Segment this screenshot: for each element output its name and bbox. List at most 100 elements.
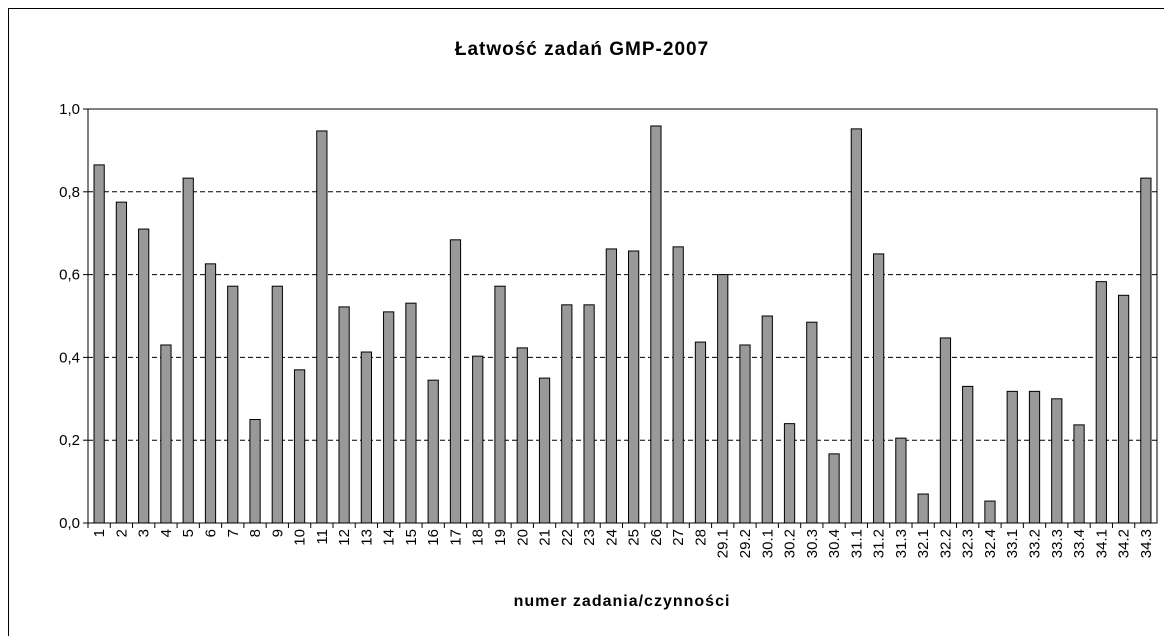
x-tick-label: 9 bbox=[269, 529, 286, 537]
x-tick-label: 34.3 bbox=[1138, 529, 1155, 558]
x-tick-label: 22 bbox=[559, 529, 576, 546]
x-tick-label: 1 bbox=[91, 529, 108, 537]
x-tick-label: 14 bbox=[381, 529, 398, 546]
x-tick-label: 21 bbox=[537, 529, 554, 546]
y-tick-label: 0,2 bbox=[59, 432, 80, 449]
bar bbox=[561, 304, 573, 524]
x-tick-label: 30.2 bbox=[782, 529, 799, 558]
bar bbox=[138, 228, 150, 524]
x-tick-label: 3 bbox=[136, 529, 153, 537]
bar bbox=[449, 239, 462, 524]
bar bbox=[516, 347, 528, 524]
bar bbox=[1073, 424, 1085, 524]
bar bbox=[538, 377, 551, 524]
bar bbox=[93, 164, 105, 524]
x-tick-label: 8 bbox=[247, 529, 264, 537]
x-tick-label: 30.4 bbox=[826, 529, 843, 558]
x-tick-label: 19 bbox=[492, 529, 509, 546]
x-tick-label: 15 bbox=[403, 529, 420, 546]
x-tick-label: 31.1 bbox=[848, 529, 865, 558]
x-axis-label: numer zadania/czynności bbox=[514, 593, 731, 610]
bar bbox=[293, 369, 306, 524]
bar bbox=[1140, 177, 1152, 524]
x-tick-label: 2 bbox=[113, 529, 130, 537]
x-tick-label: 31.2 bbox=[871, 529, 888, 558]
x-tick-label: 32.1 bbox=[915, 529, 932, 558]
x-tick-label: 33.2 bbox=[1027, 529, 1044, 558]
bar bbox=[427, 379, 439, 524]
x-tick-label: 34.2 bbox=[1116, 529, 1133, 558]
bar bbox=[962, 385, 974, 524]
bar bbox=[1028, 390, 1041, 524]
x-tick-label: 31.3 bbox=[893, 529, 910, 558]
x-tick-label: 33.4 bbox=[1071, 529, 1088, 558]
bar bbox=[405, 302, 417, 524]
x-tick-label: 27 bbox=[670, 529, 687, 546]
bar bbox=[761, 315, 773, 524]
y-tick-label: 0,6 bbox=[59, 267, 80, 284]
bar bbox=[1051, 398, 1063, 524]
bar bbox=[628, 250, 640, 524]
bar bbox=[472, 355, 484, 524]
bar bbox=[583, 304, 595, 524]
x-tick-label: 32.4 bbox=[982, 529, 999, 558]
bar bbox=[984, 500, 996, 524]
bar bbox=[672, 246, 684, 524]
bar bbox=[828, 453, 840, 524]
x-tick-label: 5 bbox=[180, 529, 197, 537]
bar bbox=[338, 306, 350, 524]
x-tick-label: 32.2 bbox=[937, 529, 954, 558]
x-tick-label: 18 bbox=[470, 529, 487, 546]
x-tick-label: 32.3 bbox=[960, 529, 977, 558]
x-tick-label: 33.1 bbox=[1004, 529, 1021, 558]
x-tick-label: 30.3 bbox=[804, 529, 821, 558]
bar bbox=[249, 419, 261, 524]
bar bbox=[271, 285, 283, 524]
bar bbox=[115, 201, 128, 524]
x-tick-label: 23 bbox=[581, 529, 598, 546]
x-tick-label: 28 bbox=[692, 529, 709, 546]
x-tick-label: 4 bbox=[158, 529, 175, 537]
bar bbox=[694, 341, 707, 524]
x-tick-label: 13 bbox=[358, 529, 375, 546]
y-tick-label: 0,4 bbox=[59, 349, 80, 366]
x-tick-label: 6 bbox=[202, 529, 219, 537]
bar bbox=[160, 344, 172, 524]
y-tick-label: 0,0 bbox=[59, 515, 80, 532]
bar bbox=[227, 285, 239, 524]
bar bbox=[939, 337, 952, 524]
chart-border bbox=[8, 8, 1164, 636]
bar bbox=[1095, 281, 1107, 524]
plot-border bbox=[87, 108, 1158, 524]
bar bbox=[895, 437, 907, 524]
bar bbox=[850, 128, 862, 524]
x-tick-label: 10 bbox=[292, 529, 309, 546]
x-tick-label: 7 bbox=[225, 529, 242, 537]
bar bbox=[739, 344, 751, 524]
x-tick-label: 26 bbox=[648, 529, 665, 546]
bar bbox=[316, 130, 328, 524]
chart-title: Łatwość zadań GMP-2007 bbox=[455, 39, 709, 60]
x-tick-label: 20 bbox=[514, 529, 531, 546]
x-tick-label: 16 bbox=[425, 529, 442, 546]
bar bbox=[182, 177, 194, 524]
bar bbox=[1006, 390, 1018, 524]
x-tick-label: 17 bbox=[447, 529, 464, 546]
bar bbox=[204, 263, 217, 524]
y-tick-label: 0,8 bbox=[59, 184, 80, 201]
bar bbox=[650, 125, 662, 524]
bar bbox=[806, 321, 818, 524]
x-tick-label: 34.1 bbox=[1093, 529, 1110, 558]
bar bbox=[872, 253, 885, 524]
x-tick-label: 25 bbox=[626, 529, 643, 546]
bar bbox=[783, 423, 796, 524]
bar bbox=[717, 274, 729, 524]
x-tick-label: 29.1 bbox=[715, 529, 732, 558]
x-tick-label: 30.1 bbox=[759, 529, 776, 558]
x-tick-label: 11 bbox=[314, 529, 331, 545]
x-tick-label: 24 bbox=[603, 529, 620, 546]
bar bbox=[1117, 294, 1130, 524]
bar bbox=[494, 285, 506, 524]
bar bbox=[383, 311, 395, 524]
